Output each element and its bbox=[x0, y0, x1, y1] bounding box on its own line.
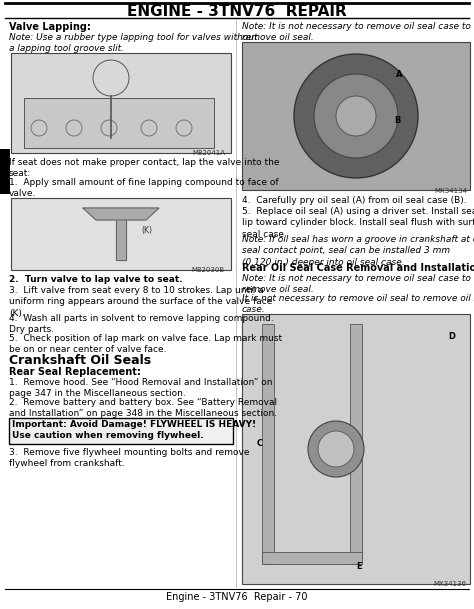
Bar bbox=[0, 149, 10, 194]
Text: M82030B: M82030B bbox=[192, 267, 225, 273]
Text: 2.  Remove battery and battery box. See “Battery Removal
and Installation” on pa: 2. Remove battery and battery box. See “… bbox=[9, 398, 277, 418]
Bar bbox=[9, 418, 233, 444]
Text: MX34134: MX34134 bbox=[434, 188, 467, 194]
Text: A: A bbox=[396, 70, 402, 79]
Text: Note: Use a rubber type lapping tool for valves without
a lapping tool groove sl: Note: Use a rubber type lapping tool for… bbox=[9, 33, 258, 54]
Text: 5.  Replace oil seal (A) using a driver set. Install seal with
lip toward cylind: 5. Replace oil seal (A) using a driver s… bbox=[242, 207, 474, 239]
Text: 4.  Carefully pry oil seal (A) from oil seal case (B).: 4. Carefully pry oil seal (A) from oil s… bbox=[242, 196, 466, 205]
Text: Note: If oil seal has worn a groove in crankshaft at oil
seal contact point, sea: Note: If oil seal has worn a groove in c… bbox=[242, 235, 474, 267]
Text: C: C bbox=[257, 439, 263, 448]
Text: Note: It is not necessary to remove oil seal case to
remove oil seal.: Note: It is not necessary to remove oil … bbox=[242, 22, 471, 43]
Text: Crankshaft Oil Seals: Crankshaft Oil Seals bbox=[9, 354, 151, 367]
Polygon shape bbox=[116, 220, 126, 260]
Text: ENGINE - 3TNV76  REPAIR: ENGINE - 3TNV76 REPAIR bbox=[127, 4, 347, 19]
Text: E: E bbox=[356, 562, 362, 571]
Text: 4.  Wash all parts in solvent to remove lapping compound.
Dry parts.: 4. Wash all parts in solvent to remove l… bbox=[9, 314, 274, 334]
Bar bbox=[24, 98, 214, 148]
Text: M82041A: M82041A bbox=[192, 150, 225, 156]
Text: Rear Seal Replacement:: Rear Seal Replacement: bbox=[9, 367, 141, 377]
Text: Rear Oil Seal Case Removal and Installation:: Rear Oil Seal Case Removal and Installat… bbox=[242, 263, 474, 273]
Text: Engine - 3TNV76  Repair - 70: Engine - 3TNV76 Repair - 70 bbox=[166, 592, 308, 602]
Bar bbox=[11, 53, 231, 153]
Text: 1.  Remove hood. See “Hood Removal and Installation” on
page 347 in the Miscella: 1. Remove hood. See “Hood Removal and In… bbox=[9, 378, 273, 398]
Text: (K): (K) bbox=[141, 226, 152, 235]
Text: 3.  Lift valve from seat every 8 to 10 strokes. Lap until a
uniform ring appears: 3. Lift valve from seat every 8 to 10 st… bbox=[9, 286, 273, 318]
Bar bbox=[242, 42, 470, 190]
Circle shape bbox=[336, 96, 376, 136]
Text: 3.  Remove five flywheel mounting bolts and remove
flywheel from crankshaft.: 3. Remove five flywheel mounting bolts a… bbox=[9, 448, 249, 468]
Bar bbox=[350, 324, 362, 564]
Text: It is not necessary to remove oil seal to remove oil seal
case.: It is not necessary to remove oil seal t… bbox=[242, 294, 474, 314]
Text: Note: It is not necessary to remove oil seal case to
remove oil seal.: Note: It is not necessary to remove oil … bbox=[242, 274, 471, 294]
Text: Valve Lapping:: Valve Lapping: bbox=[9, 22, 91, 32]
Polygon shape bbox=[83, 208, 159, 220]
Circle shape bbox=[314, 74, 398, 158]
Text: 5.  Check position of lap mark on valve face. Lap mark must
be on or near center: 5. Check position of lap mark on valve f… bbox=[9, 334, 282, 354]
Text: If seat does not make proper contact, lap the valve into the
seat:: If seat does not make proper contact, la… bbox=[9, 158, 280, 178]
Circle shape bbox=[308, 421, 364, 477]
Bar bbox=[242, 314, 470, 584]
Circle shape bbox=[294, 54, 418, 178]
Bar bbox=[262, 324, 274, 564]
Text: 2.  Turn valve to lap valve to seat.: 2. Turn valve to lap valve to seat. bbox=[9, 275, 182, 284]
Text: Important: Avoid Damage! FLYWHEEL IS HEAVY!
Use caution when removing flywheel.: Important: Avoid Damage! FLYWHEEL IS HEA… bbox=[12, 420, 256, 440]
Text: B: B bbox=[394, 116, 401, 125]
Bar bbox=[11, 198, 231, 270]
Text: 1.  Apply small amount of fine lapping compound to face of
valve.: 1. Apply small amount of fine lapping co… bbox=[9, 178, 279, 199]
Text: MX34136: MX34136 bbox=[434, 581, 467, 587]
Circle shape bbox=[318, 431, 354, 467]
Text: D: D bbox=[448, 332, 455, 341]
Bar bbox=[262, 552, 362, 564]
